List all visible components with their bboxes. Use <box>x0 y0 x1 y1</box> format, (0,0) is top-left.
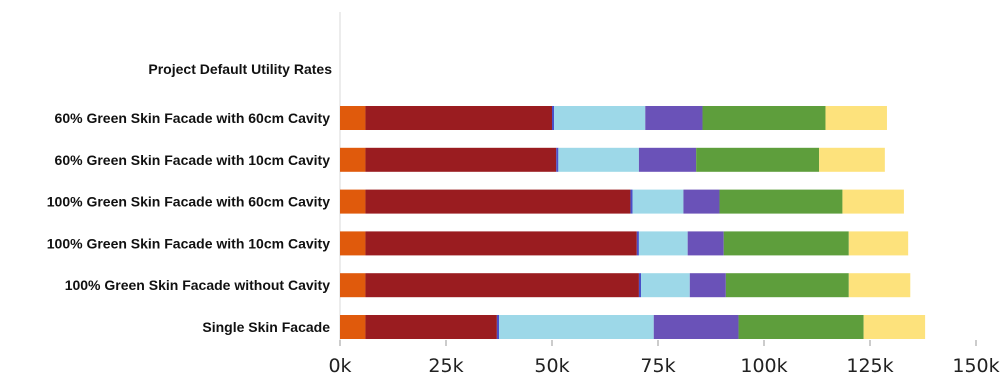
bar-segment <box>702 106 826 130</box>
bar-segment <box>848 273 911 298</box>
bar-segment <box>842 189 904 214</box>
bar-segment <box>340 147 366 172</box>
bar-segment <box>863 315 926 339</box>
bar-segment <box>725 273 849 298</box>
bar-segment <box>340 189 366 214</box>
bar-segment <box>340 315 366 339</box>
bar-segment <box>365 231 637 256</box>
category-label: Single Skin Facade <box>202 319 330 335</box>
bar-segment <box>499 315 654 339</box>
bar-segment <box>645 106 703 130</box>
category-label: 60% Green Skin Facade with 60cm Cavity <box>55 110 331 126</box>
bar-segment <box>638 231 688 256</box>
bar-segment <box>340 231 366 256</box>
category-label: 100% Green Skin Facade without Cavity <box>65 277 331 293</box>
x-tick-label: 0k <box>328 355 351 377</box>
category-label: 60% Green Skin Facade with 10cm Cavity <box>55 152 331 168</box>
bar-segment <box>641 273 690 298</box>
bar-segment <box>365 106 552 130</box>
bar-segment <box>340 106 366 130</box>
x-axis-ticks: 0k 25k 50k 75k 100k 125k 150k <box>328 340 1000 377</box>
bar-segment <box>689 273 726 298</box>
bar-segment <box>738 315 864 339</box>
bar-segment <box>365 315 497 339</box>
bar-segment <box>825 106 887 130</box>
bar-segment <box>365 147 557 172</box>
x-tick-label: 50k <box>534 355 569 377</box>
category-label: 100% Green Skin Facade with 60cm Cavity <box>47 194 330 210</box>
bar-segment <box>638 147 697 172</box>
bar-segment <box>848 231 909 256</box>
bar-segment <box>683 189 720 214</box>
bar-segment <box>365 273 639 298</box>
bar-segment <box>632 189 684 214</box>
bar-segment <box>496 315 499 339</box>
bar-segment <box>630 189 633 214</box>
x-tick-label: 75k <box>640 355 675 377</box>
x-tick-label: 150k <box>952 355 999 377</box>
category-label: 100% Green Skin Facade with 10cm Cavity <box>47 235 330 251</box>
bar-segment <box>687 231 724 256</box>
bar-segment <box>556 147 559 172</box>
bar-segment <box>558 147 639 172</box>
bar-segment <box>723 231 849 256</box>
bar-segment <box>340 273 366 298</box>
bar-segment <box>365 189 631 214</box>
x-tick-label: 125k <box>846 355 893 377</box>
header-label: Project Default Utility Rates <box>148 61 332 77</box>
bar-segment <box>653 315 739 339</box>
bar-segment <box>636 231 639 256</box>
bar-segment <box>638 273 642 298</box>
bar-segment <box>819 147 885 172</box>
x-tick-label: 25k <box>428 355 463 377</box>
x-tick-label: 100k <box>740 355 787 377</box>
category-labels: 60% Green Skin Facade with 60cm Cavity 60… <box>47 110 330 335</box>
bar-segment <box>696 147 820 172</box>
bars-group <box>340 106 926 339</box>
bar-segment <box>552 106 555 130</box>
bar-segment <box>554 106 646 130</box>
bar-segment <box>719 189 843 214</box>
